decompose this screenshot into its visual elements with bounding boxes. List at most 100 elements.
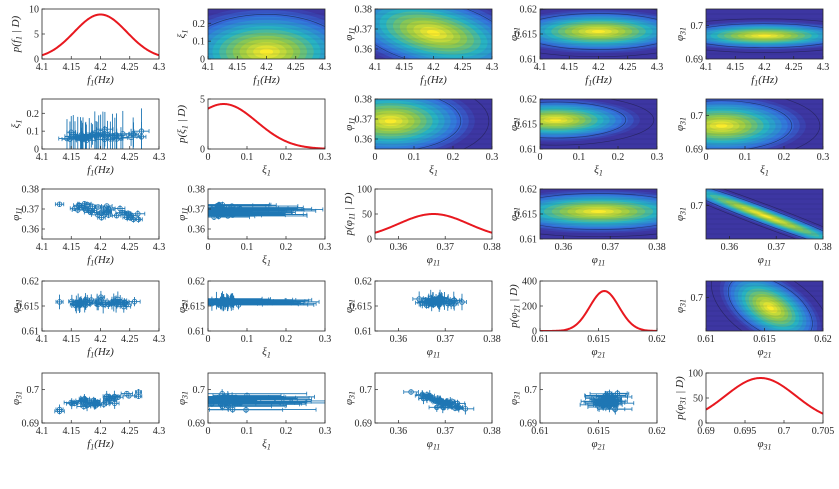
x-axis-label: ξ1​ [262,438,271,452]
x-tick-label: 4.2 [94,62,107,73]
y-tick-label: 0.61 [355,327,373,338]
x-axis-label: ξ1​ [429,164,438,178]
panel-contour-phi11-f1: 4.1 4.15 4.2 4.25 4.3 0.36 0.37 0.38 f1​(Hz) φ11​ [343,5,498,88]
y-tick-label: 0.38 [188,185,206,196]
y-axis-label: φ31​ [674,207,688,221]
x-axis-label: φ31​ [757,438,771,452]
y-tick-label: 0.61 [520,145,538,156]
x-tick-label: 4.15 [63,242,81,253]
y-axis-label: p(ξ1​ | D) [176,105,190,144]
y-tick-label: 0.615 [350,302,373,313]
y-tick-label: 0.36 [22,225,40,236]
x-tick-label: 4.15 [396,62,414,73]
x-tick-label: 4.25 [287,62,305,73]
y-tick-label: 0.37 [355,115,373,126]
panel-pdf-phi21: 0.61 0.615 0.62 0 200 400 φ21​ p(φ21​ | D) [508,277,666,360]
y-tick-label: 0.37 [22,205,40,216]
x-axis-label: ξ1​ [760,164,769,178]
density-level [426,30,441,37]
x-tick-label: 4.2 [758,62,771,73]
contour-ring [706,189,823,239]
contour-ring [462,99,490,149]
y-axis-label: φ11​ [176,207,190,221]
data-point [457,293,467,311]
panel-contour-phi21-phi11: 0.36 0.37 0.38 0.61 0.615 0.62 φ11​ φ21​ [508,185,666,268]
pdf-curve [540,289,657,331]
contour-ring [706,18,823,53]
y-axis-label: φ31​ [10,391,24,405]
y-tick-label: 50 [362,210,372,221]
x-axis-label: f1​(Hz) [87,74,114,88]
y-tick-label: 0.69 [686,55,704,66]
y-tick-label: 0.61 [520,55,538,66]
x-tick-label: 0.1 [241,152,254,163]
y-tick-label: 0.615 [515,210,538,221]
data-point [114,205,126,212]
plot-area [540,9,657,59]
x-tick-label: 4.3 [651,62,664,73]
x-tick-label: 4.25 [121,152,139,163]
data-point [65,398,78,410]
x-tick-label: 0.3 [319,152,332,163]
panel-scatter-phi11-xi1: 0 0.1 0.2 0.3 0.36 0.37 0.38 ξ1​ φ11​ [176,185,331,268]
x-tick-label: 0 [206,334,211,345]
density-level [259,48,274,55]
x-tick-label: 0 [206,242,211,253]
y-axis-label: φ21​ [508,207,522,221]
data-point [97,120,118,149]
contour-ring [706,100,793,149]
plot-area [58,108,150,149]
x-tick-label: 0.1 [408,152,421,163]
contour-ring [706,23,823,49]
x-tick-label: 0.1 [241,242,254,253]
contour-ring [540,193,657,230]
data-point [81,399,93,412]
panel-scatter-phi11-f1: 4.1 4.15 4.2 4.25 4.3 0.36 0.37 0.38 f1​(Hz) φ11​ [10,185,165,268]
plot-area [375,9,492,59]
pdf-curve [375,212,492,234]
x-tick-label: 0.62 [814,334,832,345]
x-tick-label: 0 [373,152,378,163]
x-tick-label: 4.25 [121,242,139,253]
panel-scatter-xi1-f1: 4.1 4.15 4.2 4.25 4.3 0 0.1 0.2 f1​(Hz) ξ1​ [10,98,165,178]
x-tick-label: 0.37 [767,242,785,253]
x-tick-label: 4.2 [260,62,273,73]
axes-frame [374,98,493,150]
x-tick-label: 0.1 [241,426,254,437]
y-tick-label: 0.62 [520,5,538,16]
data-point [113,127,129,149]
x-tick-label: 0.1 [739,152,752,163]
x-tick-label: 0.705 [812,426,835,437]
y-tick-label: 0.2 [193,19,206,30]
x-tick-label: 4.2 [94,152,107,163]
axes-frame [374,372,493,424]
x-tick-label: 0.62 [648,426,666,437]
x-tick-label: 4.1 [369,62,382,73]
x-tick-label: 0.38 [483,242,501,253]
x-tick-label: 0.3 [651,152,664,163]
x-tick-label: 4.3 [817,62,830,73]
x-tick-label: 0.38 [814,242,832,253]
panel-pdf-phi11: 0.36 0.37 0.38 0 50 100 φ11​ p(φ11​ | D) [343,185,501,268]
x-axis-label: φ11​ [427,346,441,360]
x-tick-label: 4.25 [121,334,139,345]
y-tick-label: 200 [522,302,537,313]
plot-area [208,9,325,59]
data-point [54,201,65,207]
contour-ring [413,99,462,149]
data-point [589,389,630,398]
x-tick-label: 0.2 [280,426,293,437]
data-point [75,297,85,308]
x-tick-label: 4.25 [619,62,637,73]
y-tick-label: 0.38 [22,185,40,196]
data-point [109,397,120,409]
y-tick-label: 0.615 [17,302,40,313]
y-axis-label: ξ1​ [10,120,24,129]
pdf-curve [42,13,159,57]
y-tick-label: 0.69 [22,419,40,430]
x-tick-label: 0.36 [390,242,408,253]
panel-contour-phi31-phi21: 0.61 0.615 0.62 0.7 φ21​ φ31​ [674,280,832,360]
panel-contour-phi31-f1: 4.1 4.15 4.2 4.25 4.3 0.69 0.7 f1​(Hz) φ31​ [674,8,830,88]
plot-area [706,99,823,149]
data-point [591,395,619,406]
